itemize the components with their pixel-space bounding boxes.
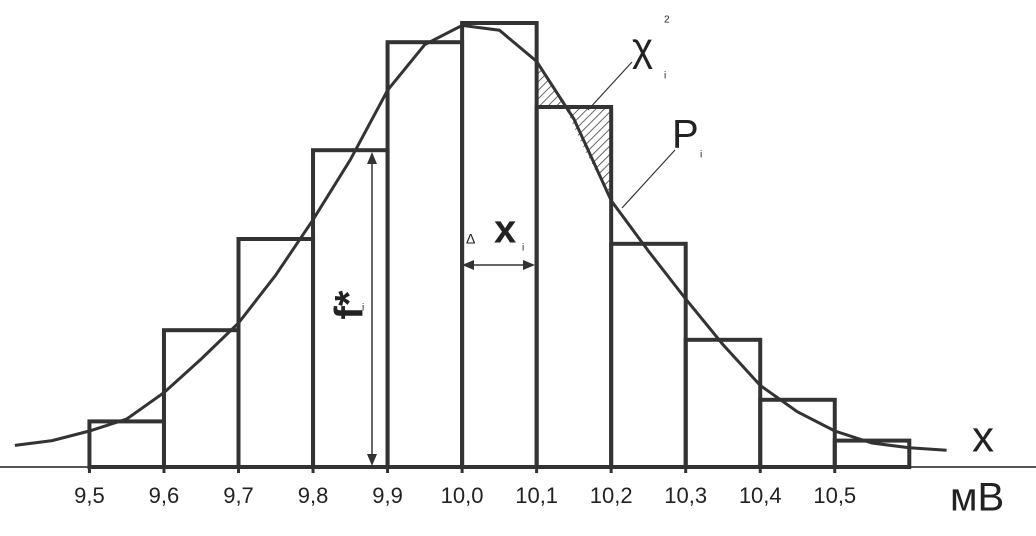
x-tick-label: 10,3 [664, 483, 707, 508]
density-curve [14, 23, 947, 452]
arrow-head [462, 260, 474, 270]
x-tick-label: 9,8 [298, 483, 329, 508]
bar [385, 40, 465, 469]
f-label: f* [328, 290, 372, 319]
chi-label: χ [632, 26, 653, 70]
bar [609, 241, 688, 469]
delta: Δ [466, 231, 475, 247]
x-axis-label: x [972, 413, 994, 462]
chi-sub: i [664, 71, 666, 82]
x-tick-label: 9,7 [223, 483, 254, 508]
dx-sub: i [522, 243, 524, 254]
leader-line [621, 149, 676, 209]
f-sub: i [362, 303, 364, 314]
dx-label: x [494, 208, 516, 252]
chi-sup: 2 [664, 15, 670, 26]
x-tick-label: 10,0 [441, 483, 484, 508]
x-tick-label: 9,5 [74, 483, 105, 508]
p-sub: i [700, 150, 702, 161]
unit-label: мВ [950, 476, 1004, 520]
x-tick-label: 9,9 [372, 483, 403, 508]
arrow-head [367, 152, 377, 164]
arrow-head [523, 260, 535, 270]
x-tick-label: 10,5 [813, 483, 856, 508]
leader-line [587, 61, 633, 111]
bar [683, 337, 763, 469]
x-tick-label: 10,2 [590, 483, 633, 508]
arrow-head [367, 454, 377, 466]
x-tick-label: 10,1 [515, 483, 558, 508]
x-tick-label: 10,4 [739, 483, 782, 508]
bar [161, 328, 241, 470]
p-label: P [672, 113, 699, 157]
x-tick-label: 9,6 [149, 483, 180, 508]
bar [758, 397, 837, 469]
bar [832, 438, 912, 470]
